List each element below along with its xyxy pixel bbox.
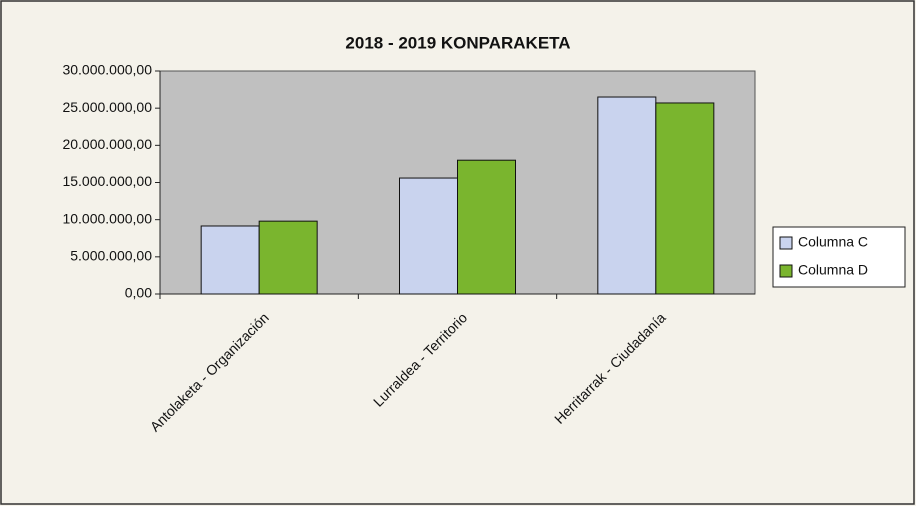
bar xyxy=(597,96,657,295)
legend-box xyxy=(772,226,906,288)
y-tick-label: 20.000.000,00 xyxy=(62,136,152,152)
x-tick-label: Lurraldea - Territorio xyxy=(370,309,470,409)
x-tick-label: Herritarrak - Ciudadanía xyxy=(551,309,669,427)
bar xyxy=(399,177,458,295)
chart-title: 2018 - 2019 KONPARAKETA xyxy=(345,33,570,52)
legend-label: Columna C xyxy=(798,234,868,250)
y-tick-label: 0,00 xyxy=(125,285,152,301)
bar xyxy=(258,220,318,295)
y-tick-label: 30.000.000,00 xyxy=(62,62,152,78)
bar xyxy=(200,225,260,295)
x-tick-label: Antolaketa - Organización xyxy=(147,309,272,434)
legend-label: Columna D xyxy=(798,262,868,278)
y-tick-label: 25.000.000,00 xyxy=(62,99,152,115)
legend-swatch xyxy=(779,236,793,250)
y-tick-label: 10.000.000,00 xyxy=(62,210,152,226)
y-tick-label: 15.000.000,00 xyxy=(62,173,152,189)
bar xyxy=(457,159,516,295)
legend-swatch xyxy=(779,264,793,278)
bar xyxy=(655,102,715,295)
y-tick-label: 5.000.000,00 xyxy=(70,248,152,264)
